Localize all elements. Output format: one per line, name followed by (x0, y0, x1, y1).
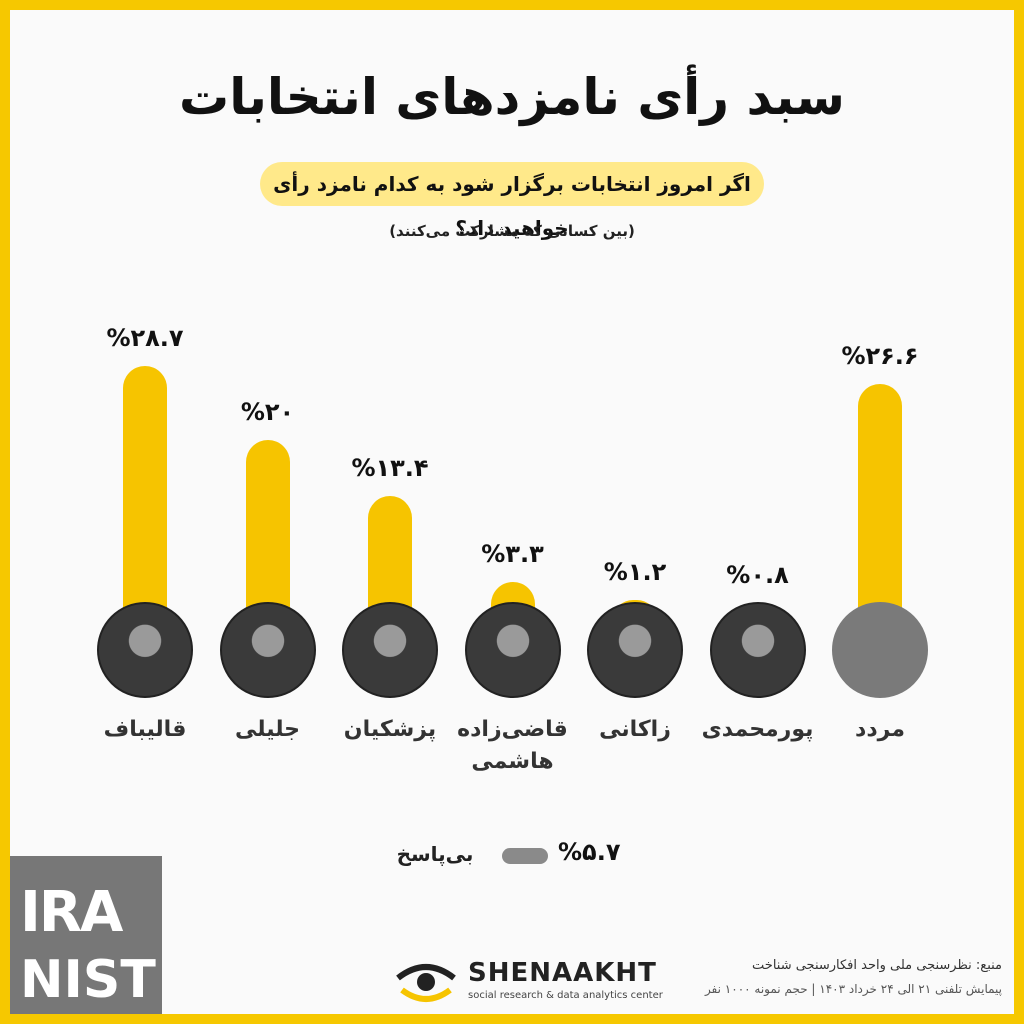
value-label: %۲۰ (240, 398, 295, 426)
watermark-bottom: NIST (20, 950, 156, 1010)
logo-icon (396, 964, 456, 1002)
plot: %۲۸.۷ قالیباف %۲۰ جلیلی %۱۳.۴ پزشکیان %۳.۳ قاضی… (10, 10, 1014, 810)
candidate-photo (97, 602, 193, 698)
category-label: زاکانی (599, 717, 671, 742)
bar (858, 383, 902, 620)
watermark-top: IRA (20, 880, 123, 945)
value-label: %۳.۳ (481, 539, 544, 568)
title: سبد رأی نامزدهای انتخابات (179, 68, 845, 126)
source: منبع: نظرسنجی ملی واحد افکارسنجی شناخت (752, 958, 1002, 973)
note: (بین کسانی که مشارکت می‌کنند) (389, 222, 635, 240)
no-answer-label: بی‌پاسخ (396, 842, 474, 866)
candidate-photo (832, 602, 928, 698)
bar (123, 366, 167, 620)
value-label: %۱۳.۴ (351, 454, 429, 483)
no-answer-value: %۵.۷ (558, 838, 621, 866)
subtitle: اگر امروز انتخابات برگزار شود به کدام نا… (260, 162, 764, 240)
no-answer-mark (502, 848, 548, 864)
candidate-photo (709, 602, 806, 698)
bar (368, 496, 412, 620)
brand: SHENAAKHT (468, 958, 657, 988)
value-label: %۲۸.۷ (106, 324, 184, 353)
watermark-box (10, 856, 162, 1014)
bar (245, 440, 290, 620)
brand-subtitle: social research & data analytics center (468, 990, 663, 1001)
poster: سبد رأی نامزدهای انتخابات اگر امروز انتخ… (10, 10, 1014, 1014)
category-label: مردد (855, 717, 905, 742)
value-label: %۱.۲ (603, 557, 667, 586)
category-label: جلیلی (234, 717, 301, 742)
candidate-photo (587, 602, 683, 698)
value-label: %۰.۸ (726, 561, 789, 590)
category-label: پزشکیان (343, 717, 437, 742)
category-label: قاضی‌زاده هاشمی (457, 717, 568, 774)
method: پیمایش تلفنی ۲۱ الی ۲۴ خرداد ۱۴۰۳ | حجم … (704, 982, 1002, 996)
candidate-photo (464, 602, 561, 698)
category-label: قالیباف (103, 717, 187, 742)
candidate-photo (342, 602, 438, 698)
category-label: پورمحمدی (701, 717, 814, 742)
value-label: %۲۶.۶ (841, 341, 919, 370)
candidate-photo (219, 602, 316, 698)
